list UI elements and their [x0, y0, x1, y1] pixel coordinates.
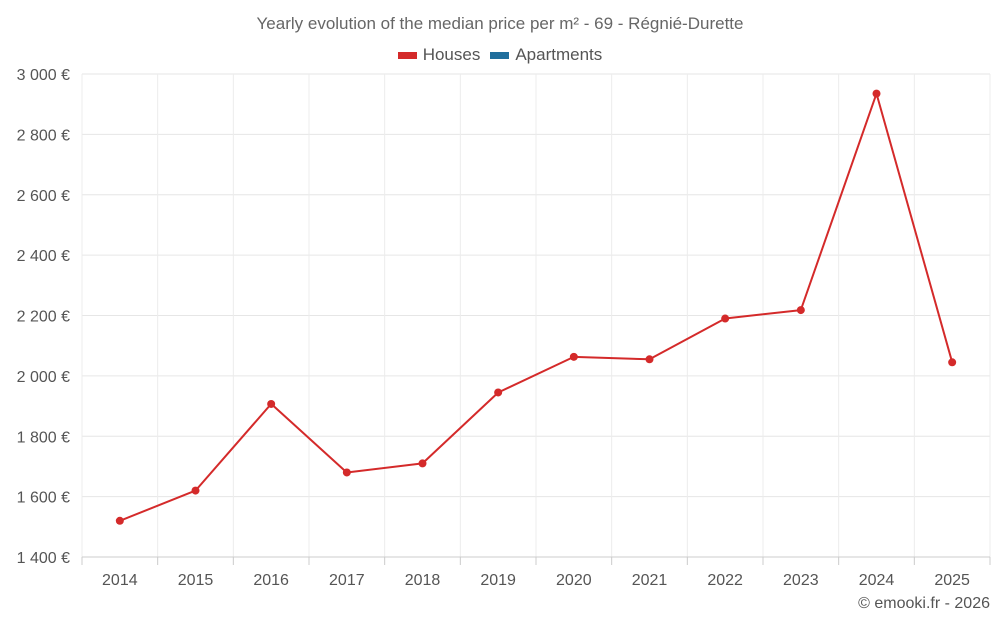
x-tick-label: 2014	[102, 572, 138, 589]
x-tick-label: 2024	[859, 572, 895, 589]
data-point	[115, 516, 124, 525]
x-tick-label: 2025	[934, 572, 970, 589]
data-point	[796, 306, 805, 315]
y-tick-label: 2 600 €	[17, 188, 70, 205]
legend-swatch-apartments	[490, 51, 510, 59]
y-tick-label: 2 800 €	[17, 127, 70, 144]
data-point	[494, 388, 503, 397]
series-line-houses	[119, 92, 954, 522]
y-tick-label: 2 000 €	[17, 369, 70, 386]
y-tick-label: 3 000 €	[17, 67, 70, 84]
data-point	[342, 468, 351, 477]
x-tick-label: 2023	[783, 572, 819, 589]
data-point	[191, 486, 200, 495]
legend-label-apartments: Apartments	[515, 45, 603, 64]
data-point	[418, 459, 427, 468]
data-point	[948, 358, 957, 367]
data-point	[645, 355, 654, 364]
data-point	[267, 399, 276, 408]
credit-text: © emooki.fr - 2026	[858, 595, 990, 612]
legend-item-apartments[interactable]: Apartments	[490, 45, 602, 65]
data-point	[872, 89, 881, 98]
legend: Houses Apartments	[0, 45, 1000, 65]
x-tick-label: 2021	[632, 572, 668, 589]
y-tick-label: 1 800 €	[17, 429, 70, 446]
chart-title: Yearly evolution of the median price per…	[256, 14, 744, 33]
x-tick-label: 2016	[253, 572, 289, 589]
y-tick-label: 1 400 €	[17, 550, 70, 567]
data-point	[721, 314, 730, 323]
x-tick-label: 2015	[178, 572, 214, 589]
legend-item-houses[interactable]: Houses	[397, 45, 481, 65]
y-tick-label: 2 200 €	[17, 309, 70, 326]
legend-swatch-houses	[397, 51, 417, 59]
x-tick-label: 2018	[405, 572, 441, 589]
x-tick-label: 2020	[556, 572, 592, 589]
x-tick-label: 2022	[707, 572, 743, 589]
x-tick-label: 2017	[329, 572, 365, 589]
y-tick-label: 1 600 €	[17, 490, 70, 507]
x-tick-label: 2019	[480, 572, 516, 589]
y-tick-label: 2 400 €	[17, 248, 70, 265]
data-point	[569, 352, 578, 361]
legend-label-houses: Houses	[422, 45, 481, 64]
